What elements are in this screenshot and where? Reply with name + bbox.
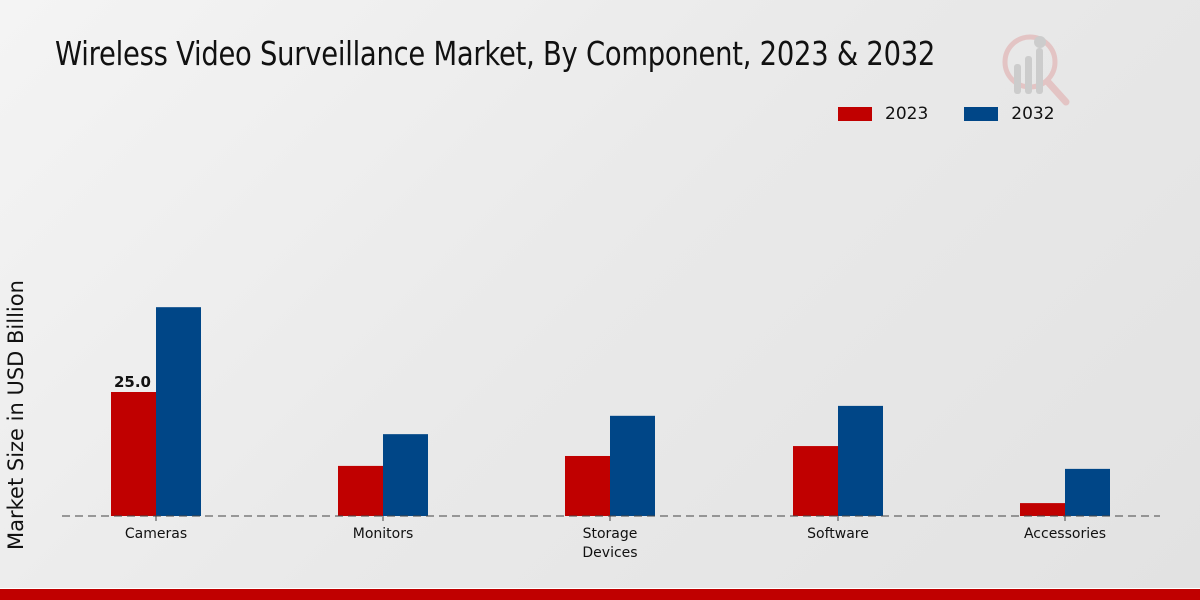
footer-bar: [0, 588, 1200, 600]
bar-2023-storage-devices: [565, 455, 610, 516]
bar-2032-accessories: [1065, 468, 1110, 516]
bar-2032-cameras: [156, 307, 201, 516]
bar-2032-storage-devices: [610, 415, 655, 516]
x-tick-label: Cameras: [125, 526, 187, 542]
bar-2032-software: [838, 405, 883, 516]
x-tick-label: Monitors: [353, 526, 414, 542]
legend-label-2023: 2023: [885, 104, 929, 124]
legend: 2023 2032: [838, 104, 1091, 124]
x-tick-label: Devices: [582, 545, 637, 561]
legend-swatch-2032: [964, 107, 999, 121]
x-tick-label: Software: [807, 526, 869, 542]
data-label: 25.0: [114, 373, 151, 391]
x-tick-label: Storage: [583, 526, 638, 542]
logo-icon: [1002, 34, 1070, 106]
bar-2023-software: [793, 446, 838, 516]
bar-2023-accessories: [1020, 503, 1065, 516]
legend-item-2023: 2023: [838, 104, 928, 124]
bar-2023-cameras: [111, 392, 156, 516]
legend-swatch-2023: [838, 107, 872, 121]
legend-item-2032: 2032: [964, 104, 1055, 124]
bar-2032-monitors: [383, 434, 428, 516]
legend-label-2032: 2032: [1011, 104, 1055, 124]
bar-2023-monitors: [338, 465, 383, 516]
chart-title: Wireless Video Surveillance Market, By C…: [55, 34, 936, 73]
x-tick-label: Accessories: [1024, 526, 1106, 542]
